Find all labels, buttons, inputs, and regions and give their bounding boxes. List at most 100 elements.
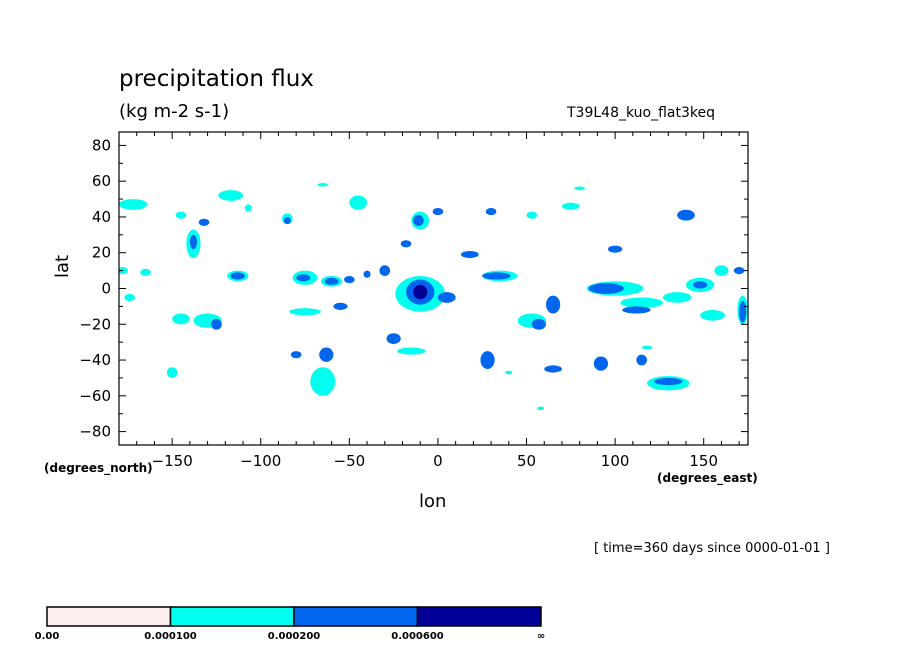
precip-region	[379, 265, 391, 276]
precip-region	[437, 292, 456, 303]
precip-region	[395, 275, 446, 312]
precip-region	[363, 270, 371, 278]
contour-regions	[119, 182, 748, 411]
y-axis-label: lat	[52, 254, 73, 278]
precip-region	[737, 295, 748, 325]
x-units-label: (degrees_east)	[657, 471, 758, 485]
x-tick-label: 100	[601, 452, 630, 470]
color-bar-label: 0.000100	[144, 631, 197, 642]
precip-region	[319, 347, 334, 362]
precip-region	[230, 272, 245, 280]
precip-region	[654, 377, 683, 386]
precip-region	[289, 308, 321, 316]
precip-region	[290, 351, 302, 359]
precip-region	[320, 275, 343, 287]
x-tick-label: −100	[240, 452, 281, 470]
color-bar-label: 0.000200	[268, 631, 321, 642]
precip-region	[198, 218, 210, 226]
precip-region	[733, 267, 745, 275]
precip-region	[482, 272, 511, 280]
chart-title: precipitation flux	[119, 66, 314, 92]
precip-region	[172, 313, 190, 325]
precip-region	[400, 240, 412, 248]
precip-region	[544, 365, 562, 373]
precip-region	[166, 367, 178, 378]
precip-region	[349, 195, 368, 210]
color-bar-label: 0.00	[35, 631, 60, 642]
precip-region	[622, 306, 651, 314]
precip-region	[714, 265, 729, 276]
precip-region	[537, 406, 545, 411]
x-axis-label: lon	[419, 491, 447, 512]
precip-region	[344, 275, 355, 284]
time-label: [ time=360 days since 0000-01-01 ]	[594, 541, 830, 556]
precip-region	[397, 347, 426, 355]
y-units-label: (degrees_north)	[44, 461, 153, 475]
precip-region	[282, 213, 293, 225]
precip-region	[140, 268, 151, 276]
precip-region	[480, 351, 495, 369]
precip-region	[406, 279, 435, 305]
y-tick-label: 60	[92, 172, 111, 190]
precip-region	[296, 274, 311, 282]
x-tick-label: 50	[517, 452, 536, 470]
precip-region	[324, 277, 339, 285]
precip-region	[700, 309, 725, 321]
precip-region	[124, 293, 135, 302]
precip-region	[211, 318, 222, 330]
y-tick-label: 0	[101, 280, 111, 298]
precip-region	[526, 211, 538, 219]
precip-region	[292, 270, 318, 285]
precip-region	[413, 284, 428, 300]
color-bar-segment	[293, 606, 419, 627]
precip-region	[244, 204, 252, 212]
run-id-label: T39L48_kuo_flat3keq	[567, 105, 715, 121]
precip-region	[593, 356, 609, 371]
precip-region	[636, 354, 648, 366]
chart-units: (kg m-2 s-1)	[119, 101, 230, 122]
x-tick-label: −50	[334, 452, 366, 470]
precip-region	[608, 245, 623, 253]
precip-region	[482, 270, 518, 282]
precip-region	[186, 229, 201, 259]
precip-region	[677, 209, 695, 221]
color-bar-segment	[416, 606, 542, 627]
precip-region	[413, 215, 424, 226]
x-tick-label: 150	[689, 452, 718, 470]
precip-region	[189, 234, 197, 250]
precip-region	[227, 270, 249, 282]
precip-region	[739, 301, 747, 323]
precip-region	[588, 283, 624, 294]
precip-region	[531, 318, 547, 330]
precip-region	[119, 267, 128, 275]
axis-ticks: −150 −100 −50 0 50 100 150 80 60 40 20 0 −20 −40 −60 −8…	[79, 132, 748, 470]
color-bar-segment	[169, 606, 295, 627]
y-tick-label: −20	[79, 315, 111, 333]
precip-region	[119, 199, 148, 210]
precip-region	[218, 190, 244, 201]
precip-region	[647, 376, 690, 391]
precip-region	[517, 313, 547, 328]
precip-region	[460, 250, 479, 259]
precip-region	[505, 370, 513, 375]
y-tick-label: −80	[79, 423, 111, 441]
y-tick-label: −40	[79, 351, 111, 369]
precip-region	[193, 313, 222, 328]
precip-region	[574, 186, 585, 191]
y-tick-label: 40	[92, 208, 111, 226]
color-bar-label: ∞	[537, 631, 545, 642]
color-bar-label: 0.000600	[391, 631, 444, 642]
x-tick-label: 0	[433, 452, 443, 470]
color-bar-segment	[46, 606, 172, 627]
precip-region	[485, 208, 497, 216]
precip-region	[432, 208, 444, 216]
plot-frame	[118, 131, 749, 446]
precip-region	[586, 281, 644, 296]
precip-region	[310, 367, 336, 396]
x-tick-label: −150	[152, 452, 193, 470]
precip-region	[175, 211, 187, 219]
y-tick-label: 20	[92, 244, 111, 262]
precip-region	[411, 211, 430, 230]
precip-region	[333, 302, 348, 310]
precip-region	[693, 281, 708, 289]
